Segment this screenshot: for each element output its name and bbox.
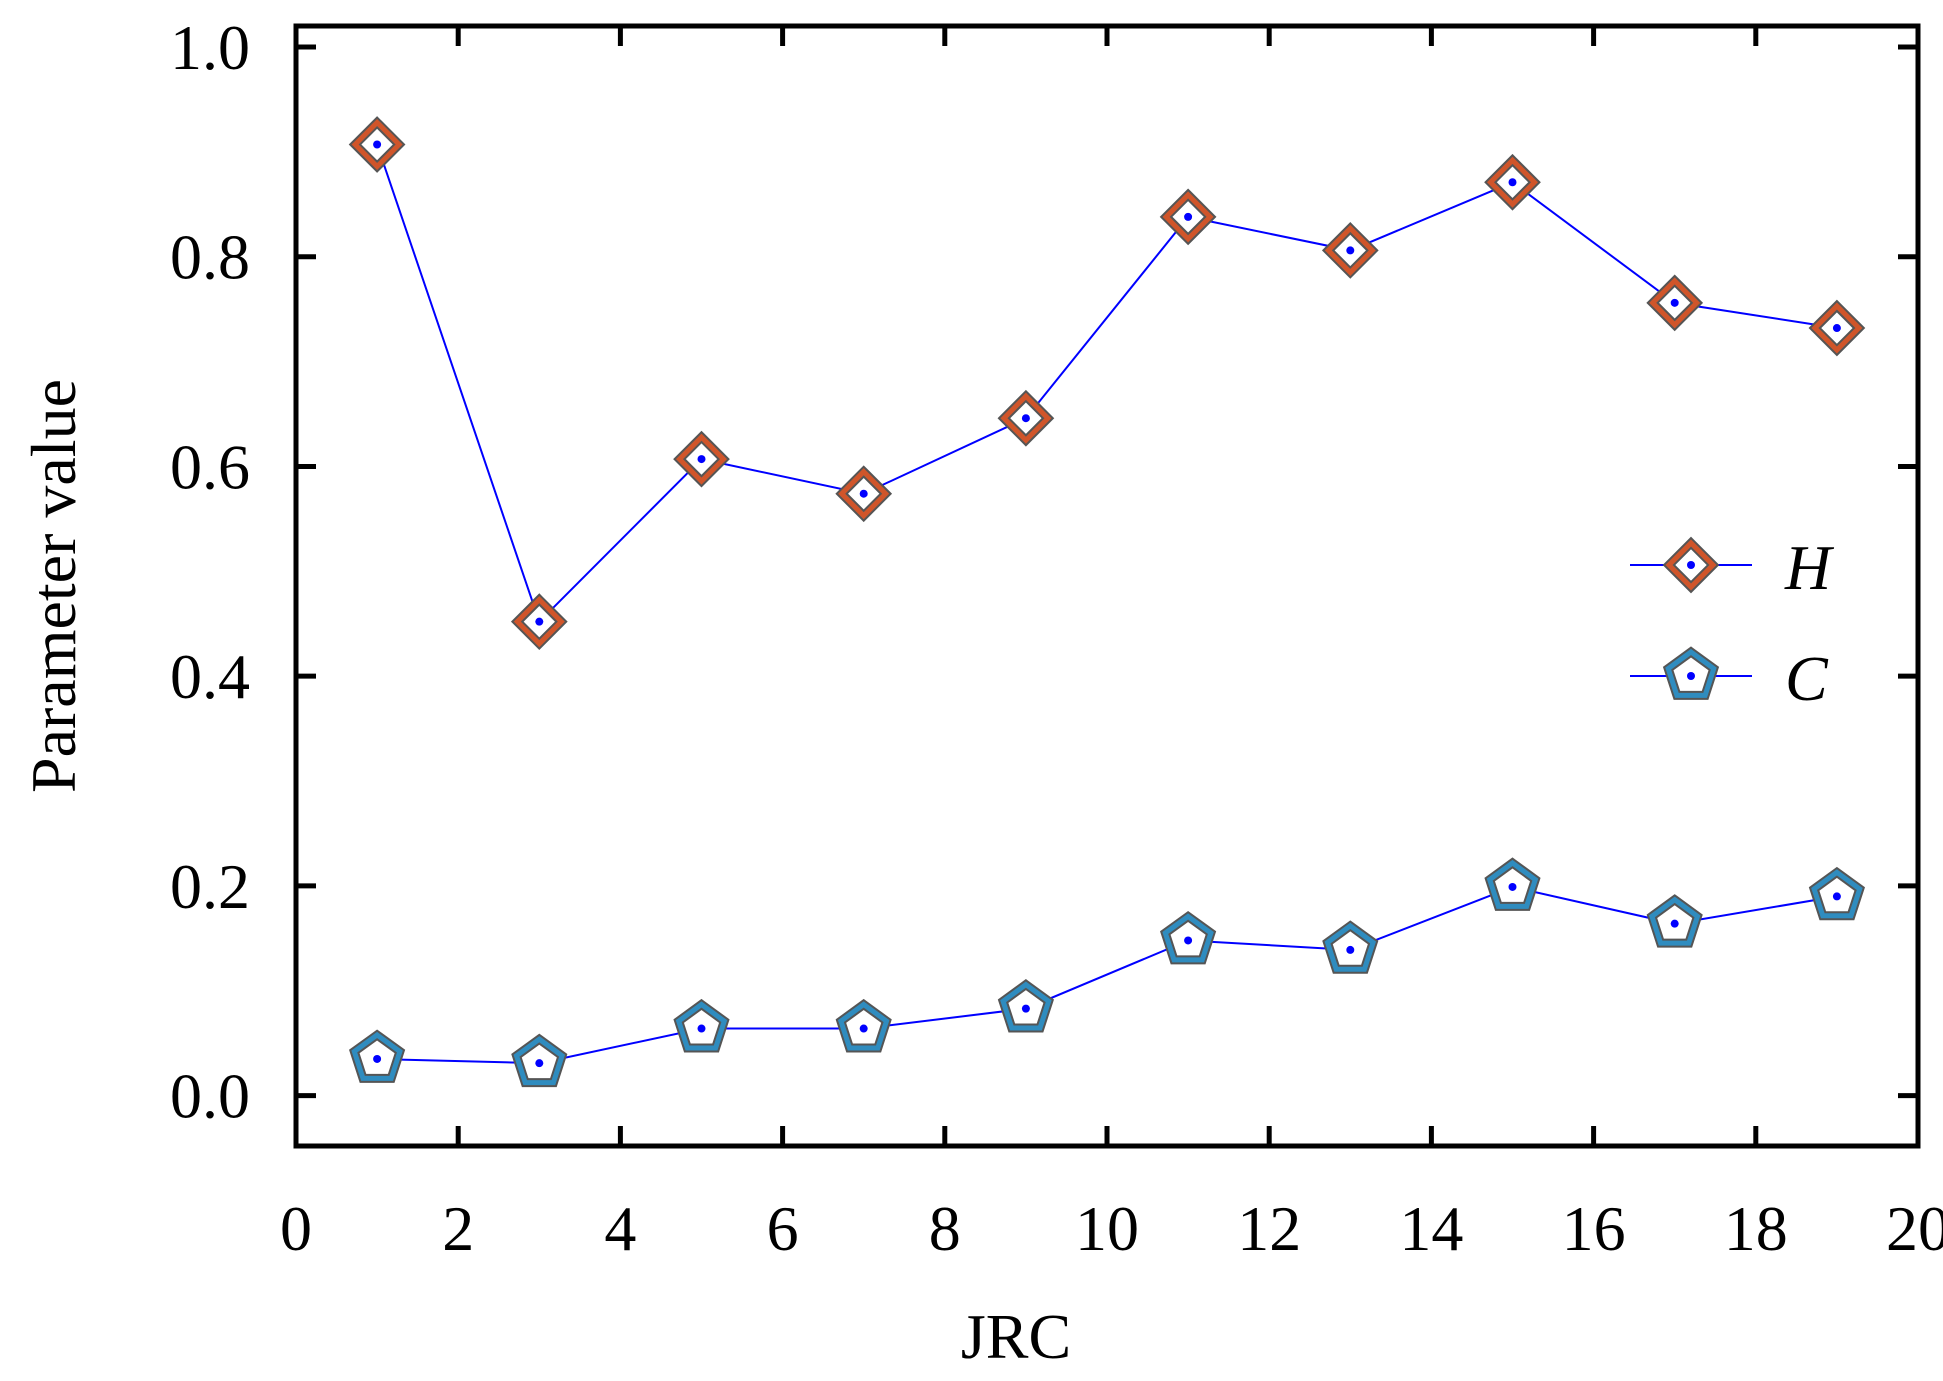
data-point [837,1001,890,1051]
x-tick-label: 20 [1886,1193,1943,1264]
data-point [675,1001,728,1051]
y-axis: 0.0 0.2 0.4 0.6 0.8 1.0 [170,12,1918,1132]
data-point-dot [1508,178,1517,187]
data-point-dot [859,489,868,498]
data-point [1162,913,1214,963]
data-point [351,118,403,171]
x-tick-label: 4 [604,1193,636,1264]
x-tick-label: 0 [280,1193,312,1264]
data-point-dot [1021,1004,1030,1013]
data-point-dot [1670,919,1679,928]
y-tick-label: 0.6 [170,431,250,502]
data-point [1162,191,1214,243]
data-point-dot [373,140,382,149]
legend: HC [1630,532,1835,714]
x-tick-label: 10 [1075,1193,1139,1264]
legend-marker-dot [1687,561,1695,569]
series-line [376,144,1838,624]
data-point [1324,922,1377,972]
data-point-dot [1184,212,1193,221]
y-axis-title: Parameter value [18,379,89,793]
x-tick-label: 6 [767,1193,799,1264]
y-tick-label: 0.4 [170,641,250,712]
data-point [1811,869,1863,919]
data-point [1000,392,1052,444]
legend-label: H [1784,532,1835,603]
data-point-dot [373,1054,382,1063]
data-point-dot [1346,246,1355,255]
x-tick-label: 8 [929,1193,961,1264]
data-point [1000,981,1052,1031]
series-line [377,885,1838,1065]
x-axis-title: JRC [961,1301,1071,1372]
x-tick-label: 14 [1399,1193,1463,1264]
data-point [1648,896,1701,946]
data-point-dot [697,455,706,464]
data-point-dot [535,1059,544,1068]
data-point [1649,277,1701,329]
y-tick-label: 1.0 [170,12,250,83]
x-tick-label: 18 [1724,1193,1788,1264]
data-point-dot [859,1024,868,1033]
y-tick-label: 0.2 [170,851,250,922]
plot-frame [293,23,1921,1149]
data-point-dot [1346,945,1355,954]
data-point [1811,302,1863,354]
x-tick-label: 12 [1237,1193,1301,1264]
data-point [513,1036,566,1086]
legend-marker-dot [1687,672,1695,680]
data-point-dot [535,617,544,626]
data-point [1324,224,1376,276]
legend-marker [1665,648,1717,698]
data-point [513,596,565,648]
data-point [1486,156,1539,208]
x-axis: 0 2 4 6 8 10 12 14 16 18 20 [280,26,1943,1264]
legend-item-C: C [1630,643,1829,714]
data-point [675,433,728,485]
series-H [348,116,1866,651]
x-tick-label: 2 [442,1193,474,1264]
legend-item-H: H [1630,532,1835,603]
series-C [349,857,1865,1088]
data-point-dot [1508,882,1517,891]
series-layer [348,116,1866,1088]
legend-label: C [1785,643,1829,714]
data-point [351,1031,403,1081]
x-tick-label: 16 [1562,1193,1626,1264]
data-point-dot [697,1024,706,1033]
data-point [1486,859,1539,909]
y-tick-label: 0.0 [170,1061,250,1132]
legend-marker [1665,539,1717,591]
data-point-dot [1021,414,1030,423]
data-point-dot [1184,936,1193,945]
data-point-dot [1670,298,1679,307]
data-point [838,468,890,520]
data-point-dot [1832,324,1841,333]
data-point-dot [1832,892,1841,901]
y-tick-label: 0.8 [170,222,250,293]
